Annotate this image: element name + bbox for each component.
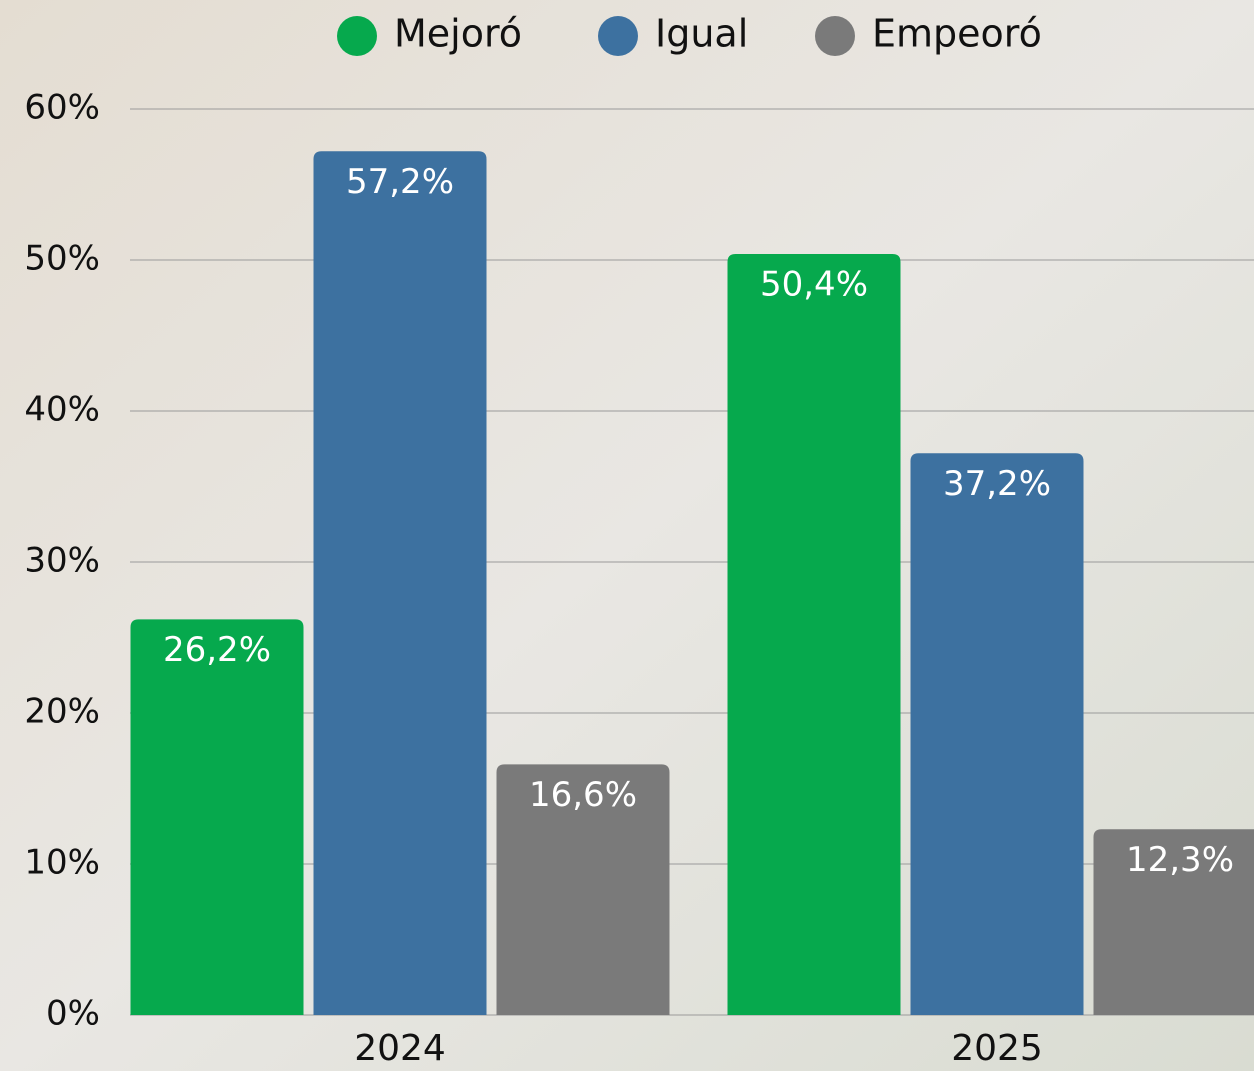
- y-tick-label: 10%: [24, 843, 100, 883]
- legend-swatch: [337, 16, 377, 56]
- data-label: 26,2%: [163, 630, 271, 670]
- y-tick-label: 30%: [24, 541, 100, 581]
- data-label: 12,3%: [1126, 840, 1234, 880]
- y-tick-label: 40%: [24, 390, 100, 430]
- legend-swatch: [815, 16, 855, 56]
- data-label: 50,4%: [760, 264, 868, 304]
- y-tick-label: 20%: [24, 692, 100, 732]
- legend-label: Igual: [655, 12, 748, 56]
- legend-swatch: [598, 16, 638, 56]
- data-label: 57,2%: [346, 162, 454, 202]
- legend-label: Empeoró: [872, 12, 1042, 56]
- data-label: 37,2%: [943, 464, 1051, 504]
- bar: [728, 254, 901, 1015]
- y-tick-label: 0%: [46, 994, 100, 1034]
- y-tick-label: 50%: [24, 239, 100, 279]
- legend-label: Mejoró: [394, 12, 522, 56]
- data-label: 16,6%: [529, 775, 637, 815]
- bar: [131, 619, 304, 1015]
- x-tick-label: 2025: [951, 1028, 1043, 1069]
- chart: 0% 10% 20% 30% 40% 50% 60% Mejoró Igual Empeoró 20…: [0, 0, 1254, 1071]
- x-tick-label: 2024: [354, 1028, 446, 1069]
- bar: [314, 151, 487, 1015]
- bar: [911, 453, 1084, 1015]
- y-tick-label: 60%: [24, 88, 100, 128]
